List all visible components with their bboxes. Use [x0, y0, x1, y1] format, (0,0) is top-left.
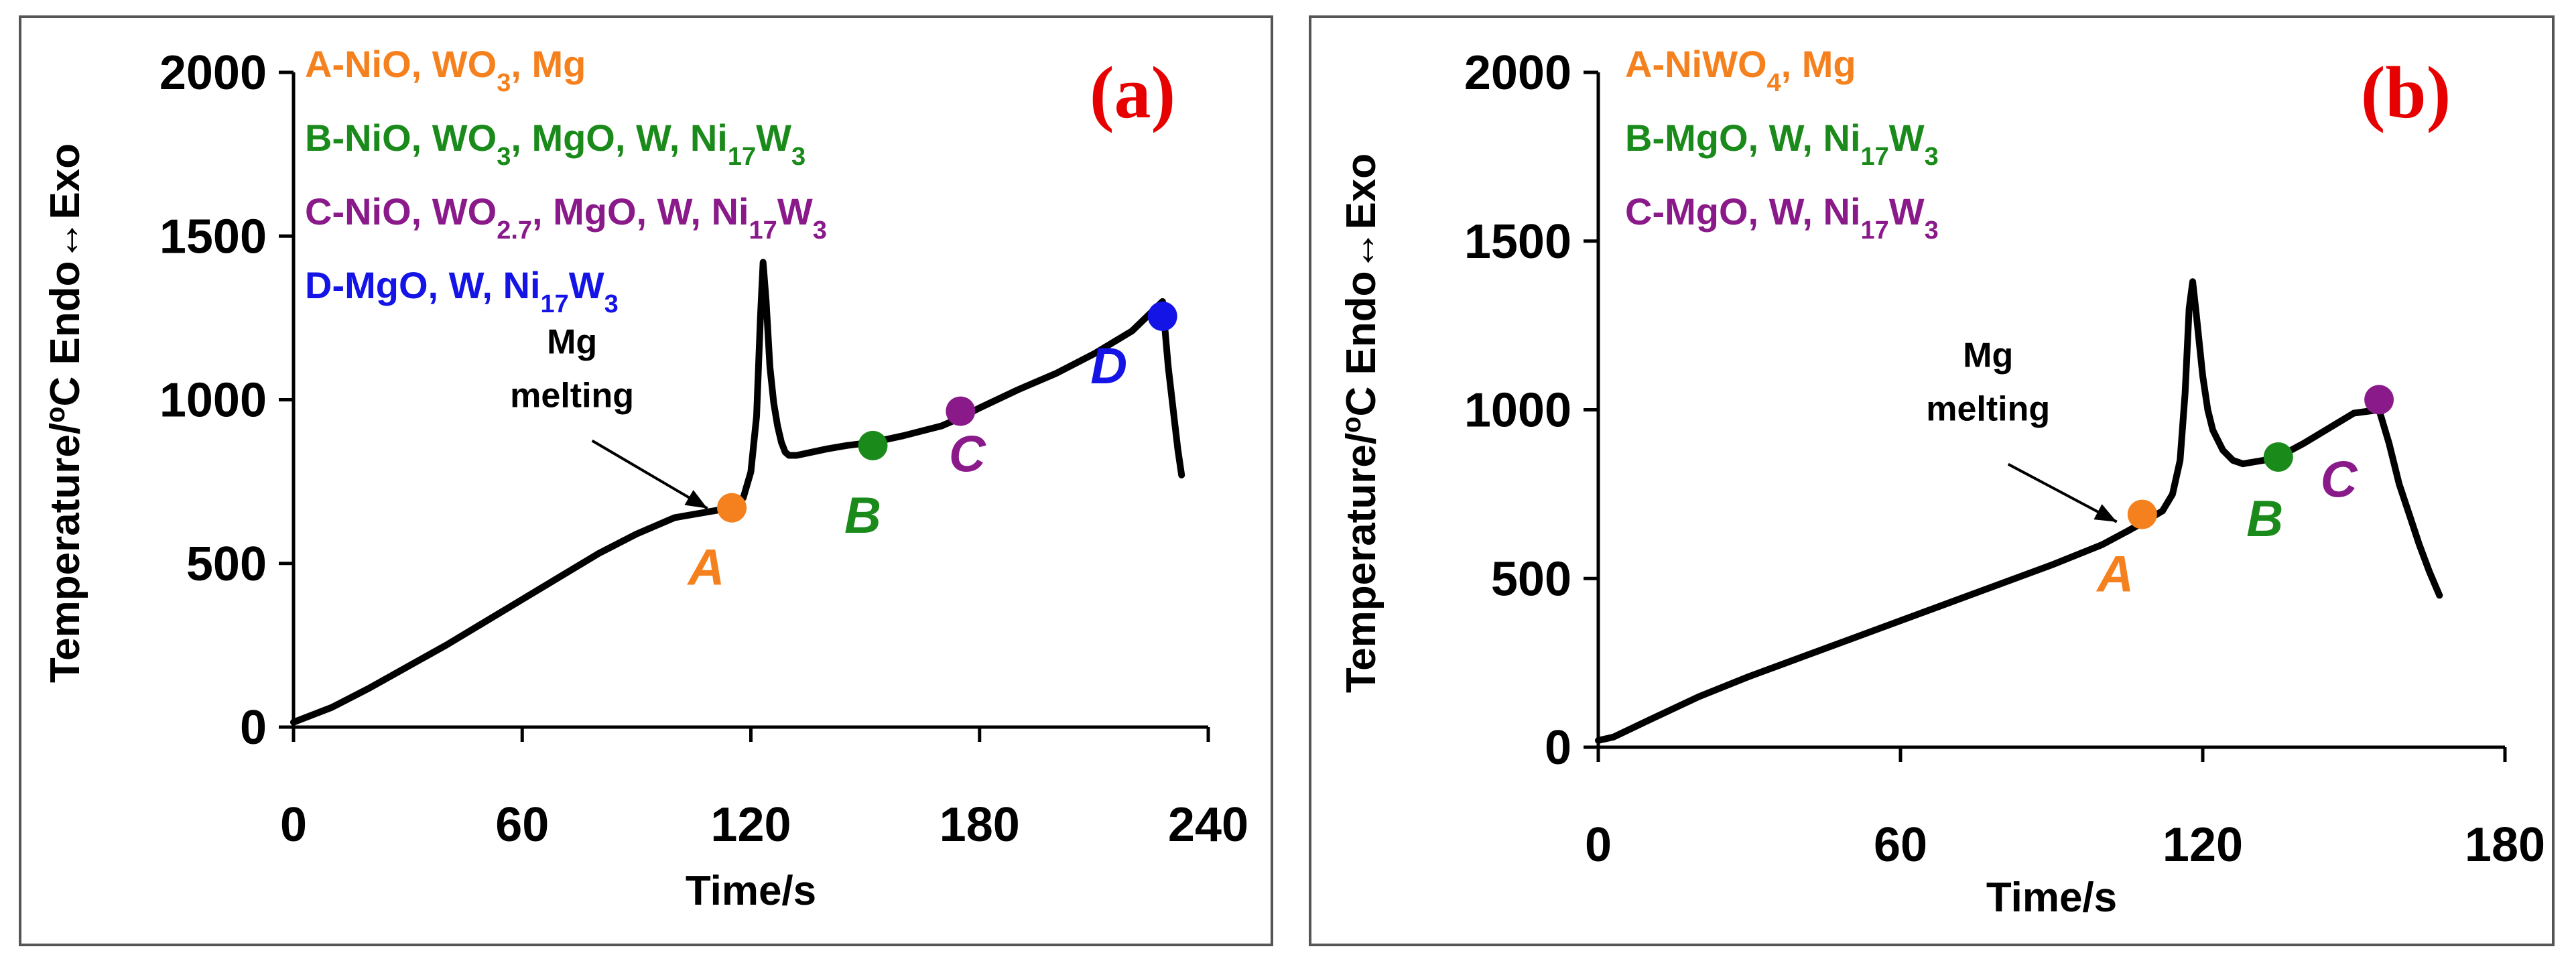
x-tick-label: 240 [1168, 798, 1248, 852]
panel-b: 0 500 1000 1500 2000 0 60 120 180 Time/s Temperatu… [1309, 15, 2555, 946]
annotation-mg: Mg [1963, 336, 2013, 375]
legend-item-a: A-NiO, WO3, Mg [305, 43, 586, 97]
legend-item-b: B-NiO, WO3, MgO, W, Ni17W3 [305, 117, 806, 171]
y-tick-label: 2000 [159, 46, 267, 100]
y-tick-label: 1500 [159, 210, 267, 263]
x-axis-title: Time/s [1986, 875, 2117, 921]
annotation-arrow-line [591, 439, 708, 510]
point-d [1147, 301, 1177, 331]
point-label-c: C [949, 426, 986, 483]
x-tick-label: 0 [1585, 818, 1612, 872]
annotation-melting: melting [1926, 390, 2050, 429]
point-label-d: D [1090, 338, 1127, 395]
y-tick-label: 0 [240, 701, 267, 755]
annotation-arrow-head [2094, 504, 2117, 522]
point-label-b: B [2246, 491, 2283, 548]
x-tick-label: 60 [1874, 818, 1927, 872]
panel-frame [19, 15, 1273, 946]
panel-frame [1309, 15, 2555, 946]
y-axis-title: Temperature/oC Endo↔Exo [1337, 153, 1384, 693]
x-tick-label: 120 [2163, 818, 2243, 872]
panel-label: (b) [2361, 52, 2451, 133]
panel-a: 0 500 1000 1500 2000 0 60 120 180 240 Time/s Temper… [19, 15, 1273, 946]
point-a [2127, 499, 2157, 529]
point-b [858, 430, 888, 460]
y-tick-label: 0 [1545, 721, 1571, 775]
y-tick-label: 2000 [1464, 46, 1571, 100]
point-c [2364, 385, 2394, 415]
annotation-arrow-head [684, 490, 708, 509]
x-tick-label: 180 [2465, 818, 2545, 872]
y-tick-label: 1500 [1464, 215, 1571, 269]
point-label-a: A [687, 539, 725, 596]
point-label-b: B [844, 487, 881, 544]
x-tick-label: 180 [940, 798, 1020, 852]
legend-item-c: C-NiO, WO2.7, MgO, W, Ni17W3 [305, 190, 827, 245]
annotation-mg: Mg [547, 323, 597, 362]
point-a [717, 493, 747, 523]
y-axis-title: Temperature/oC Endo↔Exo [41, 143, 88, 683]
y-tick-label: 1000 [159, 374, 267, 428]
point-b [2263, 442, 2293, 472]
point-label-c: C [2321, 451, 2358, 508]
legend-item-c: C-MgO, W, Ni17W3 [1625, 190, 1939, 245]
point-label-a: A [2096, 546, 2134, 603]
y-tick-label: 500 [186, 537, 267, 591]
x-axis-title: Time/s [686, 868, 816, 914]
temperature-curve [290, 259, 1185, 726]
temperature-curve [1595, 278, 2443, 744]
y-tick-label: 1000 [1464, 384, 1571, 438]
point-c [946, 396, 976, 426]
panel-label: (a) [1090, 52, 1175, 133]
x-tick-label: 0 [280, 798, 307, 852]
x-tick-label: 60 [495, 798, 549, 852]
legend-item-d: D-MgO, W, Ni17W3 [305, 264, 619, 318]
x-tick-label: 120 [710, 798, 791, 852]
legend-item-a: A-NiWO4, Mg [1625, 43, 1856, 97]
annotation-melting: melting [510, 377, 634, 415]
y-tick-label: 500 [1491, 552, 1571, 606]
legend-item-b: B-MgO, W, Ni17W3 [1625, 117, 1939, 171]
